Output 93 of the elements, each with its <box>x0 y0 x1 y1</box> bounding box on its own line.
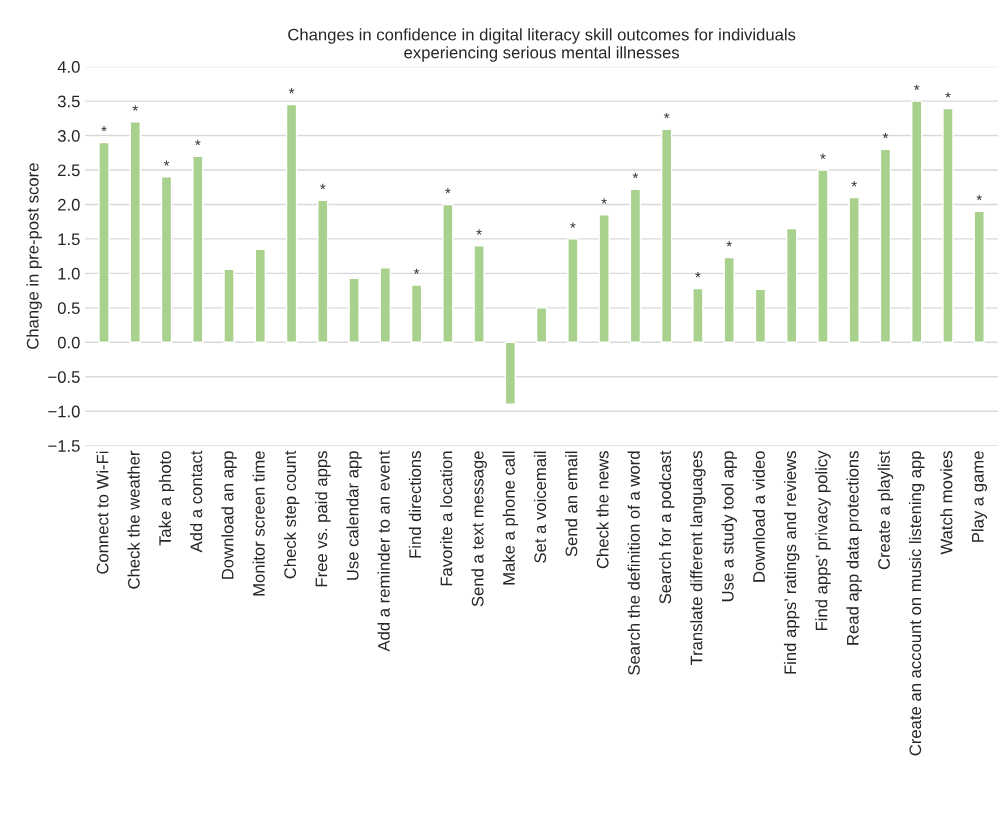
y-tick-label: 0.5 <box>57 302 80 315</box>
x-tick-label: Make a phone call <box>502 451 519 585</box>
x-tick-label: Monitor screen time <box>252 451 265 596</box>
x-tick-label: Use calendar app <box>346 451 362 580</box>
x-tick-label: Set a voicemail <box>533 451 547 563</box>
x-tick-label: Add a reminder to an event <box>377 450 390 652</box>
data-label: * <box>726 241 732 247</box>
bar <box>817 169 829 343</box>
x-tick-label: Use a study tool app <box>721 451 737 602</box>
x-tick-label: Translate different languages <box>690 451 706 666</box>
bar <box>911 100 923 343</box>
chart-title: Changes in confidence in digital literacy skill outcomes for individuals experiencing serious mental illnesses <box>288 28 796 62</box>
data-label: * <box>195 139 201 146</box>
x-tick-label: Download a video <box>752 451 765 582</box>
bar <box>192 155 204 343</box>
y-tick-label: 1.0 <box>58 267 80 280</box>
data-label: * <box>570 222 576 228</box>
y-tick-label: 1.5 <box>58 233 80 246</box>
bar <box>848 196 860 343</box>
bar <box>254 248 266 343</box>
data-label: * <box>163 160 170 166</box>
bar <box>317 199 329 343</box>
x-tick-label: Play a game <box>971 451 987 542</box>
y-tick-label: 2.5 <box>58 164 80 177</box>
x-tick-label: Search for a podcast <box>658 450 675 604</box>
bar <box>379 267 392 343</box>
y-tick-label: −1.0 <box>48 405 80 418</box>
bar <box>473 245 485 343</box>
y-tick-label: 3.5 <box>57 95 80 108</box>
x-tick-label: Send an email <box>565 451 578 557</box>
bar <box>442 203 454 343</box>
x-tick-label: Free vs. paid apps <box>315 451 331 587</box>
x-tick-label: Check the weather <box>127 450 140 589</box>
data-label: * <box>601 198 607 204</box>
bar <box>223 268 235 343</box>
y-tick-label: −1.5 <box>48 440 80 452</box>
data-label: * <box>695 272 701 278</box>
data-label: * <box>288 88 295 94</box>
data-label: * <box>820 153 826 159</box>
data-label: * <box>663 112 670 119</box>
data-label: * <box>320 183 326 190</box>
bar <box>567 238 579 343</box>
bar <box>723 256 735 343</box>
bar <box>410 284 423 343</box>
bar <box>598 214 610 343</box>
data-label: * <box>882 132 889 139</box>
data-label: * <box>913 84 920 90</box>
x-tick-label: Watch movies <box>940 451 953 555</box>
x-tick-label: Send a text message <box>471 451 487 607</box>
data-label: * <box>976 194 982 201</box>
bar <box>942 107 954 343</box>
data-label: * <box>445 188 451 194</box>
x-tick-label: Find apps’ privacy policy <box>815 450 831 631</box>
y-axis-title: Change in pre-post score <box>26 163 42 349</box>
y-tick-label: 3.0 <box>57 129 80 142</box>
data-label: * <box>851 181 857 187</box>
x-tick-label: Add a contact <box>190 450 203 553</box>
bar <box>692 287 704 343</box>
bar <box>504 341 517 406</box>
x-tick-label: Connect to Wi-Fi <box>96 451 109 574</box>
bar <box>879 148 892 343</box>
bar <box>129 121 141 343</box>
bar <box>98 141 110 343</box>
x-tick-label: Create an account on music listening app <box>908 451 925 756</box>
bar <box>629 188 642 343</box>
y-tick-label: 4.0 <box>57 61 80 73</box>
data-label: * <box>476 229 482 235</box>
data-label: * <box>132 105 138 111</box>
x-tick-label: Download an app <box>221 451 237 579</box>
bar <box>535 307 548 343</box>
x-tick-label: Take a photo <box>158 451 175 546</box>
data-label: * <box>945 92 951 98</box>
y-tick-label: 0.0 <box>57 336 80 349</box>
bar <box>754 288 767 343</box>
x-tick-label: Favorite a location <box>440 451 453 586</box>
data-label: * <box>101 125 107 132</box>
x-tick-label: Read app data protections <box>846 451 862 645</box>
x-tick-label: Find apps’ ratings and reviews <box>783 451 800 674</box>
bar <box>285 103 298 343</box>
bar <box>160 176 173 343</box>
bar <box>348 277 360 343</box>
x-tick-label: Check the news <box>596 451 609 569</box>
x-tick-label: Create a playlist <box>877 450 894 570</box>
bar <box>660 128 673 343</box>
data-label: * <box>632 172 639 179</box>
data-label: * <box>413 268 420 274</box>
x-tick-label: Check step count <box>283 450 300 579</box>
x-tick-label: Find directions <box>408 451 422 558</box>
x-tick-label: Search the definition of a word <box>627 451 640 675</box>
bar <box>973 210 985 343</box>
y-tick-label: −0.5 <box>48 371 80 383</box>
y-tick-label: 2.0 <box>58 198 80 211</box>
bar <box>785 227 798 343</box>
